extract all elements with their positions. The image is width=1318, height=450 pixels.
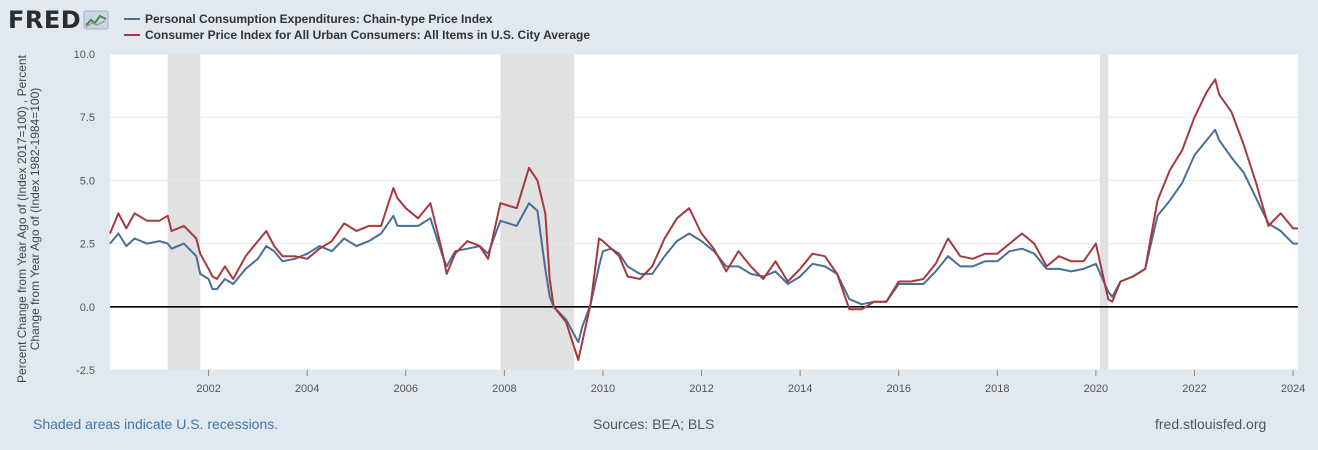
x-tick-label: 2018	[985, 383, 1009, 395]
legend-item-pce[interactable]: Personal Consumption Expenditures: Chain…	[124, 11, 590, 27]
legend-item-cpi[interactable]: Consumer Price Index for All Urban Consu…	[124, 27, 590, 43]
y-tick-label: 10.0	[74, 49, 95, 61]
y-ticks-group: -2.5 0.0 2.5 5.0 7.5 10.0	[74, 49, 95, 377]
series-line-pce	[109, 128, 1298, 344]
x-ticks-group: 2002 2004 2006 2008 2010 2012 2014 2016 2018 2020…	[196, 370, 1305, 395]
legend-swatch-cpi	[124, 34, 140, 36]
fred-logo[interactable]: FRED	[8, 6, 109, 34]
sources-text: Sources: BEA; BLS	[593, 416, 715, 432]
y-tick-label: 0.0	[80, 302, 95, 314]
x-tick-label: 2008	[492, 383, 516, 395]
x-tick-label: 2006	[394, 383, 418, 395]
x-tick-label: 2014	[788, 383, 812, 395]
grid-group	[110, 53, 1298, 371]
x-tick-label: 2002	[196, 383, 220, 395]
fred-logo-text: FRED	[8, 6, 82, 34]
site-url[interactable]: fred.stlouisfed.org	[1155, 416, 1267, 432]
y-tick-label: 7.5	[80, 112, 95, 124]
legend-label-cpi: Consumer Price Index for All Urban Consu…	[145, 28, 590, 42]
x-tick-label: 2024	[1281, 383, 1305, 395]
x-tick-label: 2010	[591, 383, 615, 395]
y-tick-label: 2.5	[80, 239, 95, 251]
y-tick-label: -2.5	[76, 365, 95, 377]
recession-band-0	[167, 54, 201, 370]
series-group	[109, 78, 1298, 361]
legend-label-pce: Personal Consumption Expenditures: Chain…	[145, 12, 493, 26]
x-tick-label: 2016	[886, 383, 910, 395]
plot-area	[110, 54, 1298, 370]
x-tick-label: 2022	[1182, 383, 1206, 395]
x-tick-label: 2012	[689, 383, 713, 395]
fred-chart-logo-icon	[83, 10, 109, 30]
x-tick-label: 2004	[295, 383, 319, 395]
x-tick-label: 2020	[1084, 383, 1108, 395]
y-tick-label: 5.0	[80, 175, 95, 187]
chart-legend: Personal Consumption Expenditures: Chain…	[124, 11, 590, 43]
recession-note-link[interactable]: Shaded areas indicate U.S. recessions.	[33, 416, 279, 432]
legend-swatch-pce	[124, 18, 140, 20]
recession-band-2	[1099, 54, 1109, 370]
series-line-cpi	[109, 78, 1298, 361]
